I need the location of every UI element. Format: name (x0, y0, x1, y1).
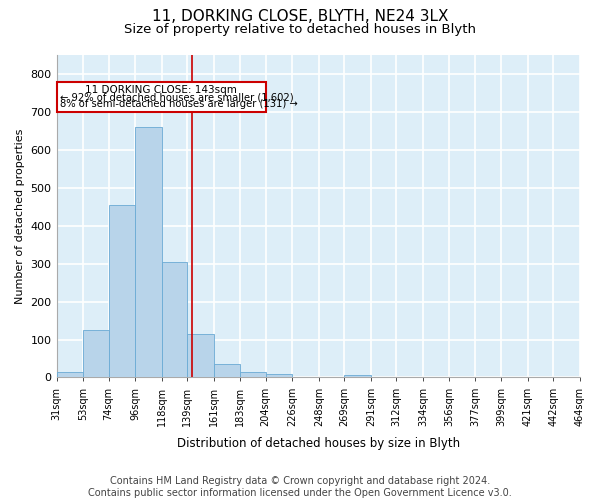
Bar (214, 364, 240, 378)
Bar (266, 374, 292, 378)
Bar (344, 375, 371, 378)
Bar (83, 330, 109, 378)
Text: 8% of semi-detached houses are larger (131) →: 8% of semi-detached houses are larger (1… (60, 99, 298, 109)
Bar (56, 82, 266, 112)
Bar (109, 205, 135, 378)
Text: ← 92% of detached houses are smaller (1,602): ← 92% of detached houses are smaller (1,… (60, 92, 294, 102)
Bar (240, 372, 266, 378)
Text: 11 DORKING CLOSE: 143sqm: 11 DORKING CLOSE: 143sqm (85, 84, 237, 94)
Bar (187, 334, 214, 378)
X-axis label: Distribution of detached houses by size in Blyth: Distribution of detached houses by size … (177, 437, 460, 450)
Text: 11, DORKING CLOSE, BLYTH, NE24 3LX: 11, DORKING CLOSE, BLYTH, NE24 3LX (152, 9, 448, 24)
Text: Contains HM Land Registry data © Crown copyright and database right 2024.
Contai: Contains HM Land Registry data © Crown c… (88, 476, 512, 498)
Bar (135, 127, 162, 378)
Text: Size of property relative to detached houses in Blyth: Size of property relative to detached ho… (124, 22, 476, 36)
Bar (56, 372, 83, 378)
Y-axis label: Number of detached properties: Number of detached properties (15, 128, 25, 304)
Bar (162, 262, 187, 378)
